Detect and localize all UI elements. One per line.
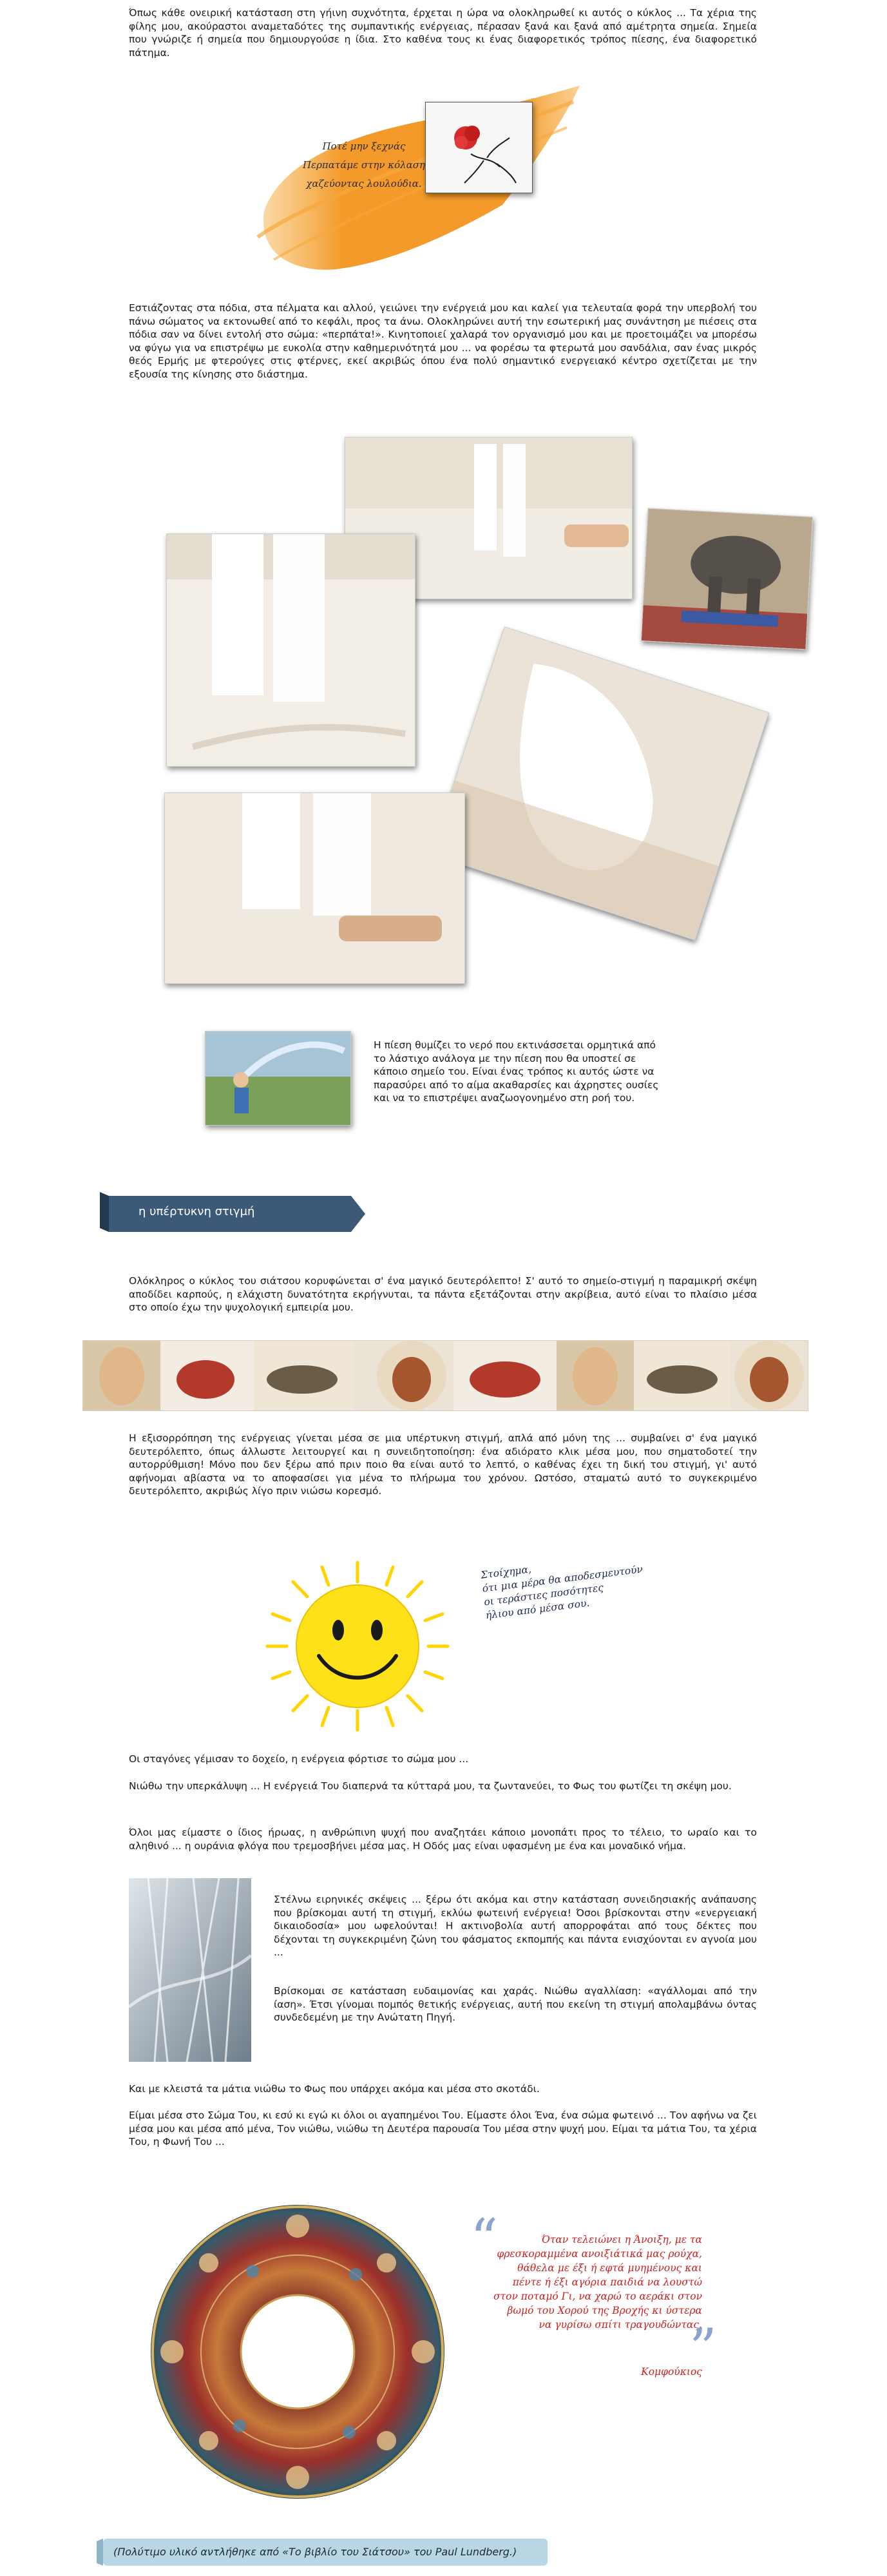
section-banner: η υπέρτυκνη στιγμή: [100, 1192, 370, 1232]
light-rays-image: [129, 1878, 251, 2062]
mandala-wheel-image: [143, 2200, 452, 2503]
rose-sketch-image: [425, 102, 533, 193]
confucius-line-5: στον ποταμό Γι, να χαρώ το αεράκι στον: [493, 2291, 702, 2302]
water-pressure-paragraph: Η πίεση θυμίζει το νερό που εκτινάσσεται…: [374, 1039, 659, 1104]
confucius-line-6: βωμό του Χορού της Βροχής κι ύστερα: [507, 2305, 702, 2316]
climax-paragraph: Ολόκληρος ο κύκλος του σιάτσου κορυφώνετ…: [129, 1275, 757, 1313]
intro-paragraph: Όπως κάθε ονειρική κατάσταση στη γήινη σ…: [129, 7, 757, 59]
closed-eyes-paragraph: Και με κλειστά τα μάτια νιώθω το Φως που…: [129, 2083, 540, 2095]
collage-photo-elephant-massage: [640, 508, 814, 650]
peaceful-thoughts-paragraph: Στέλνω ειρηνικές σκέψεις ... ξέρω ότι ακ…: [274, 1894, 757, 1958]
collage-photo-feet-on-sheet: [164, 793, 465, 984]
banner-ribbon-shape: [100, 1192, 365, 1232]
flowers-quote-graphic: Ποτέ μην ξεχνάς Περπατάμε στην κόλαση χα…: [245, 76, 586, 282]
confucius-line-2: φρεσκοραμμένα ανοιξιάτικά μας ρούχα,: [497, 2248, 702, 2260]
banner-label: η υπέρτυκνη στιγμή: [138, 1205, 255, 1218]
hero-paragraph: Όλοι μας είμαστε ο ίδιος ήρωας, η ανθρώπ…: [129, 1827, 757, 1852]
euphoria-paragraph: Βρίσκομαι σε κατάσταση ευδαιμονίας και χ…: [274, 1985, 757, 2023]
sun-illustration: [254, 1553, 461, 1740]
open-quote-mark: “: [470, 2207, 498, 2271]
confucius-line-4: πέντε ή έξι αγόρια παιδιά να λουστώ: [512, 2276, 702, 2288]
confucius-author: Κομφούκιος: [641, 2366, 702, 2378]
sun-quote: Στοίχημα, ότι μια μέρα θα αποδεσμευτούν …: [480, 1545, 678, 1622]
collage-photo-foot-closeup: [430, 626, 769, 941]
water-hose-child-image: [205, 1031, 351, 1126]
quote-line-1: Ποτέ μην ξεχνάς: [322, 140, 406, 152]
quote-line-3: χαζεύοντας λουλούδια.: [306, 178, 422, 189]
close-quote-mark: ”: [689, 2317, 717, 2380]
flowers-quote-text: Ποτέ μην ξεχνάς Περπατάμε στην κόλαση χα…: [300, 137, 428, 193]
footer-credit-box: (Πολύτιμο υλικό αντλήθηκε από «Το βιβλίο…: [97, 2539, 548, 2566]
body-paragraph: Είμαι μέσα στο Σώμα Του, κι εσύ κι εγώ κ…: [129, 2110, 757, 2148]
confucius-line-3: θάθελα με έξι ή εφτά μυημένους και: [517, 2262, 702, 2274]
confucius-line-1: Όταν τελειώνει η Άνοιξη, με τα: [541, 2234, 702, 2245]
drops-paragraph: Οι σταγόνες γέμισαν το δοχείο, η ενέργει…: [129, 1753, 469, 1765]
quote-line-2: Περπατάμε στην κόλαση: [302, 159, 426, 171]
confucius-quote: Όταν τελειώνει η Άνοιξη, με τα φρεσκοραμ…: [483, 2233, 702, 2332]
balance-paragraph: Η εξισορρόπηση της ενέργειας γίνεται μέσ…: [129, 1432, 757, 1497]
feet-paragraph: Εστιάζοντας στα πόδια, στα πέλματα και α…: [129, 302, 757, 380]
presence-paragraph: Νιώθω την υπερκάλυψη ... Η ενέργειά Του …: [129, 1780, 732, 1792]
collage-photo-white-pants-standing: [166, 533, 415, 767]
confucius-line-7: να γυρίσω σπίτι τραγουδώντας.: [539, 2319, 702, 2331]
footer-ribbon-shape: [97, 2539, 548, 2566]
footer-credit-text: (Πολύτιμο υλικό αντλήθηκε από «Το βιβλίο…: [113, 2546, 517, 2558]
illustration-strip: [82, 1340, 808, 1411]
